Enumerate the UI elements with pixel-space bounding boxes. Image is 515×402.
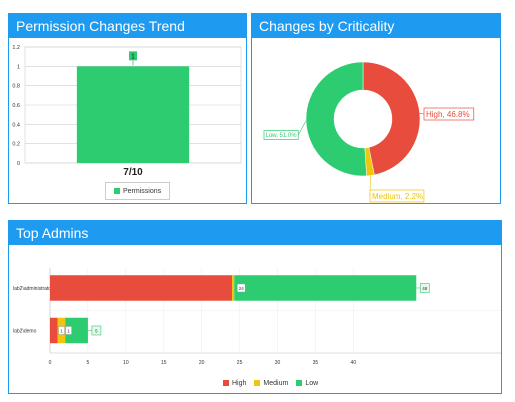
- x-tick-label: 40: [351, 360, 357, 366]
- y-tick-label: 0.4: [12, 122, 20, 128]
- legend-swatch: [254, 380, 261, 386]
- data-label-box: [65, 326, 72, 335]
- bar-segment-low: [65, 317, 88, 344]
- x-tick-label: 7/10: [123, 167, 143, 178]
- slice-label-connector: [419, 112, 425, 115]
- y-tick-label: 0: [17, 161, 20, 167]
- changes-by-criticality-panel: Changes by Criticality High, 46.8% Medium…: [251, 13, 501, 204]
- bar-segment-high: [50, 275, 232, 301]
- admins-legend: High Medium Low: [219, 377, 322, 389]
- bar: [76, 66, 190, 163]
- panel-title: Changes by Criticality: [252, 14, 500, 38]
- donut-slice-low: [305, 61, 367, 177]
- slice-label-connector: [297, 120, 307, 136]
- donut-slice-high: [362, 61, 421, 176]
- top-admins-panel: Top Admins 0 5 10 15 20 25 30 35 40 lab2\administ…: [8, 220, 502, 394]
- slice-label: Medium, 2.2%: [372, 192, 423, 201]
- y-tick-label: 0.8: [12, 84, 20, 90]
- x-tick-label: 20: [199, 360, 205, 366]
- legend-label: High: [232, 379, 247, 387]
- trend-legend: Permissions: [105, 182, 171, 200]
- data-label: 1: [60, 328, 63, 333]
- bar-segment-low: [234, 275, 417, 301]
- panel-title: Permission Changes Trend: [9, 14, 246, 38]
- legend-swatch: [223, 380, 229, 386]
- data-label-box: [129, 51, 137, 61]
- x-tick-label: 5: [87, 360, 90, 366]
- x-tick-label: 25: [237, 360, 243, 366]
- y-tick-label: 0.6: [12, 103, 20, 109]
- x-tick-label: 15: [161, 360, 167, 366]
- permission-changes-trend-panel: Permission Changes Trend 0 0.2 0.4 0.6 0.8 1 1…: [8, 13, 247, 204]
- data-label: 1: [67, 328, 70, 333]
- legend-item: Permissions: [114, 188, 161, 195]
- legend-label: Low: [305, 379, 319, 387]
- permission-trend-chart: 0 0.2 0.4 0.6 0.8 1 1.2 1 7/10: [12, 45, 242, 178]
- y-tick-label: 1: [17, 64, 20, 70]
- data-label: 48: [422, 286, 428, 291]
- bar-segment-high: [50, 317, 58, 344]
- legend-label: Medium: [263, 379, 289, 387]
- legend-item-low: Low: [296, 380, 318, 387]
- y-tick-label: lab2\demo: [13, 328, 37, 334]
- data-label: 24: [239, 286, 245, 291]
- y-tick-label: lab2\administrator: [13, 286, 53, 292]
- slice-label-box: [369, 189, 425, 203]
- criticality-donut-chart: High, 46.8% Medium, 2.2% Low, 51.0%: [263, 61, 475, 203]
- data-label: 5: [95, 328, 98, 333]
- legend-swatch: [296, 380, 303, 386]
- legend-item-high: High: [223, 380, 246, 387]
- data-label-box: [58, 326, 65, 335]
- legend-item-medium: Medium: [254, 380, 288, 387]
- data-label: 1: [131, 53, 135, 60]
- x-tick-label: 35: [313, 360, 319, 366]
- x-tick-label: 30: [275, 360, 281, 366]
- y-tick-label: 0.2: [12, 142, 20, 148]
- legend-swatch: [114, 188, 120, 194]
- bar-segment-medium: [232, 275, 235, 301]
- data-label-box: [419, 283, 430, 293]
- data-label-box: [237, 283, 246, 293]
- panel-title: Top Admins: [9, 221, 501, 245]
- x-tick-label: 10: [123, 360, 129, 366]
- slice-label-box: [263, 130, 299, 140]
- slice-label: High, 46.8%: [426, 110, 470, 119]
- y-tick-label: 1.2: [12, 45, 20, 51]
- slice-label-box: [423, 107, 475, 121]
- data-label-box: [91, 325, 102, 336]
- legend-label: Permissions: [123, 187, 162, 195]
- slice-label: Low, 51.0%: [266, 133, 298, 139]
- x-tick-label: 0: [49, 360, 52, 366]
